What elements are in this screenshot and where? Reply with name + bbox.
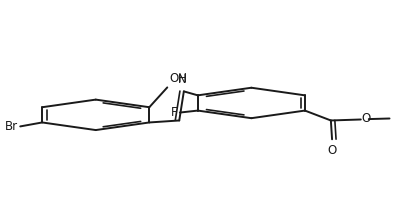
Text: O: O bbox=[361, 112, 371, 125]
Text: O: O bbox=[328, 144, 337, 157]
Text: N: N bbox=[178, 73, 186, 87]
Text: F: F bbox=[171, 106, 178, 119]
Text: OH: OH bbox=[169, 72, 187, 86]
Text: Br: Br bbox=[5, 120, 18, 133]
